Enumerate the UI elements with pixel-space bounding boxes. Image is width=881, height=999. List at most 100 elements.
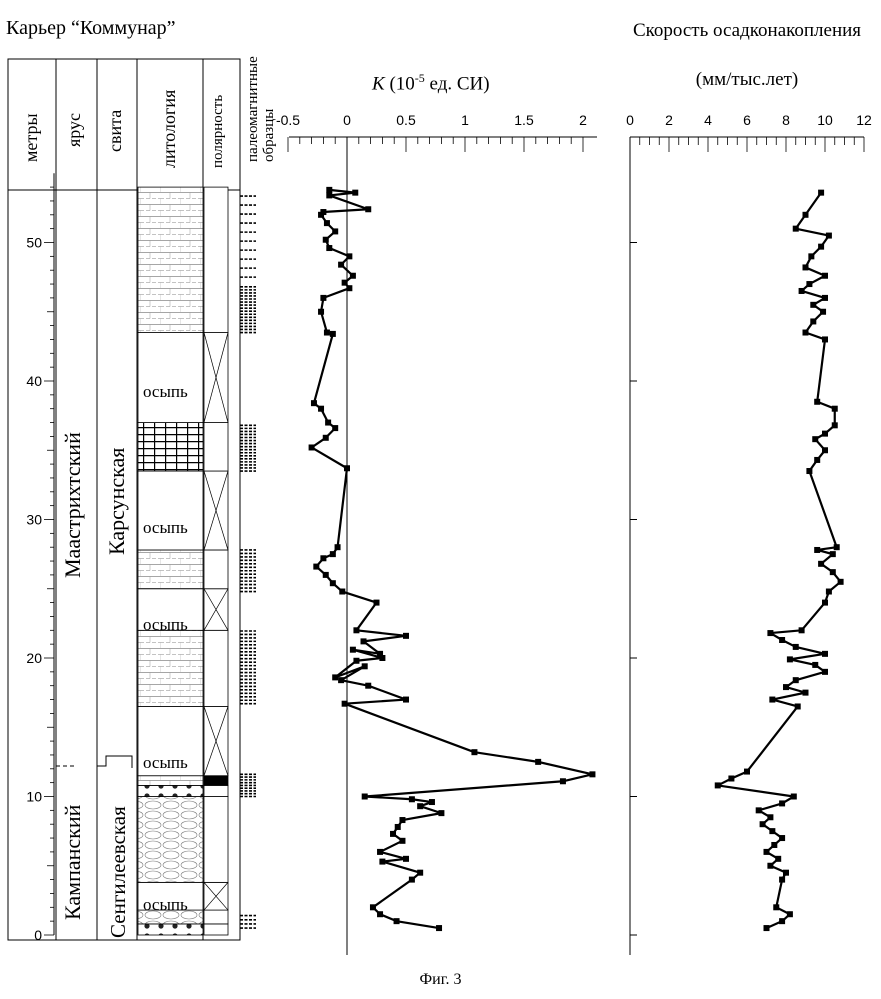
rate-data-point <box>779 637 785 643</box>
rate-data-point <box>791 794 797 800</box>
k-data-point <box>342 701 348 707</box>
k-data-point <box>395 824 401 830</box>
rate-tick-label: 4 <box>704 112 712 128</box>
scree-label-3: осыпь <box>143 616 188 633</box>
k-data-point <box>417 870 423 876</box>
rate-data-point <box>832 422 838 428</box>
rate-data-point <box>767 630 773 636</box>
lithology-bed-scree <box>138 471 203 550</box>
k-data-point <box>326 192 332 198</box>
k-data-point <box>409 877 415 883</box>
sedimentation-rate-chart: 024681012 <box>626 112 872 955</box>
rate-data-point <box>799 288 805 294</box>
rate-data-point <box>822 431 828 437</box>
rate-data-point <box>769 828 775 834</box>
lithology-bed-nodules <box>138 785 203 796</box>
k-data-point <box>330 331 336 337</box>
site-title: Карьер “Коммунар” <box>6 18 176 38</box>
k-data-point <box>323 237 329 243</box>
k-data-point <box>353 658 359 664</box>
rate-data-point <box>812 436 818 442</box>
rate-data-point <box>783 870 789 876</box>
polarity-interval <box>204 924 228 935</box>
k-data-point <box>403 633 409 639</box>
k-data-point <box>436 925 442 931</box>
rate-data-point <box>812 662 818 668</box>
k-data-point <box>339 589 345 595</box>
depth-tick-label: 30 <box>26 512 42 528</box>
k-data-point <box>353 627 359 633</box>
rate-data-point <box>820 309 826 315</box>
k-x-axis: -0.500.511.52 <box>276 112 587 152</box>
k-data-point <box>326 187 332 193</box>
scree-label-1: осыпь <box>143 896 188 913</box>
k-data-point <box>403 856 409 862</box>
rate-data-point <box>779 918 785 924</box>
depth-axis: 01020304050 <box>26 173 54 943</box>
k-data-point <box>417 803 423 809</box>
formation-upper: Карсунская <box>106 448 128 555</box>
rate-data-point <box>806 281 812 287</box>
header-meters: метры <box>22 113 40 162</box>
k-data-point <box>332 228 338 234</box>
rate-chart-units: (мм/тыс.лет) <box>630 70 864 89</box>
rate-data-point <box>830 551 836 557</box>
header-stage: ярус <box>65 113 83 147</box>
k-data-point <box>318 406 324 412</box>
rate-data-point <box>779 835 785 841</box>
rate-data-point <box>767 814 773 820</box>
rate-data-point <box>793 677 799 683</box>
rate-data-point <box>793 226 799 232</box>
scree-label-2: осыпь <box>143 754 188 771</box>
polarity-interval <box>204 423 228 471</box>
k-data-point <box>320 555 326 561</box>
rate-data-point <box>826 589 832 595</box>
rate-data-point <box>822 295 828 301</box>
depth-tick-label: 20 <box>26 650 42 666</box>
k-data-point <box>332 674 338 680</box>
rate-data-point <box>834 544 840 550</box>
k-tick-label: 0 <box>343 112 351 128</box>
rate-y-ticks <box>630 243 637 936</box>
k-data-point <box>535 759 541 765</box>
k-data-point <box>560 778 566 784</box>
k-data-point <box>365 683 371 689</box>
k-data-point <box>323 435 329 441</box>
depth-tick-label: 0 <box>34 927 42 943</box>
rate-data-point <box>795 703 801 709</box>
rate-data-point <box>728 775 734 781</box>
k-data-point <box>313 564 319 570</box>
rate-data-point <box>814 547 820 553</box>
rate-data-point <box>832 406 838 412</box>
scree-label-4: осыпь <box>143 519 188 536</box>
k-data-point <box>324 220 330 226</box>
rate-data-point <box>838 579 844 585</box>
stratigraphic-column: 01020304050 <box>8 59 256 943</box>
k-data-point <box>309 444 315 450</box>
rate-data-point <box>760 821 766 827</box>
rate-data-point <box>779 800 785 806</box>
k-data-point <box>330 551 336 557</box>
paleomagnetic-samples <box>240 196 256 928</box>
lithology-bed-chalk <box>138 776 203 786</box>
rate-data-point <box>822 447 828 453</box>
rate-data-point <box>806 468 812 474</box>
k-data-point <box>326 245 332 251</box>
k-data-point <box>362 663 368 669</box>
polarity-reversed-band <box>204 776 228 786</box>
rate-data-point <box>803 690 809 696</box>
depth-tick-label: 40 <box>26 373 42 389</box>
k-data-point <box>374 600 380 606</box>
rate-data-point <box>775 856 781 862</box>
k-data-point <box>342 280 348 286</box>
lithology-column <box>138 187 203 935</box>
rate-data-point <box>783 684 789 690</box>
stage-lower: Кампанский <box>62 805 84 920</box>
k-data-point <box>365 206 371 212</box>
k-data-point <box>429 799 435 805</box>
k-data-point <box>352 190 358 196</box>
k-data-point <box>335 544 341 550</box>
rate-data-point <box>771 842 777 848</box>
k-tick-label: 0.5 <box>396 112 416 128</box>
